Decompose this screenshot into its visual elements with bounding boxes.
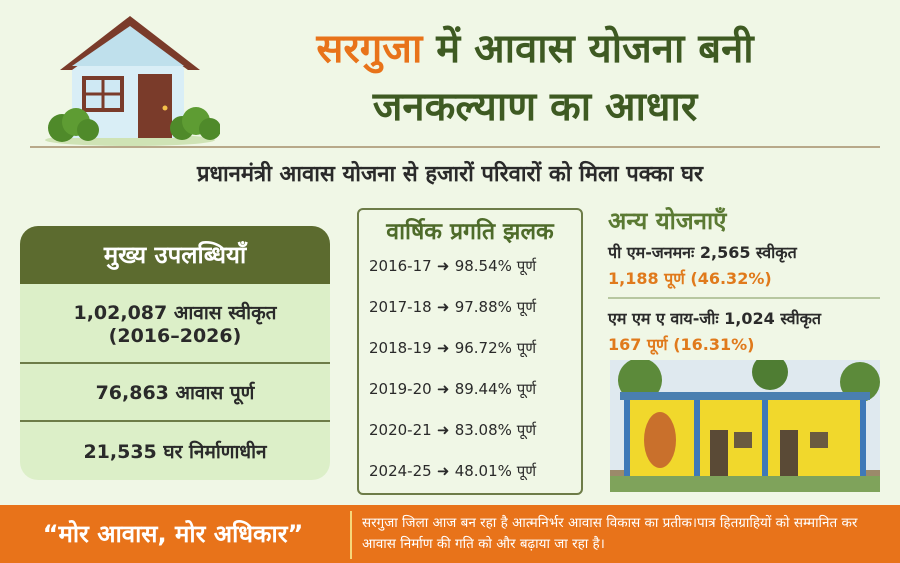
arrow-icon: ➜ — [431, 298, 455, 316]
achievements-heading: मुख्य उपलब्धियाँ — [20, 226, 330, 284]
progress-year: 2019-20 — [369, 380, 432, 398]
achievement-period: (2016–2026) — [108, 325, 242, 347]
progress-year: 2016-17 — [369, 257, 432, 275]
progress-row: 2016-17 ➜ 98.54% पूर्ण — [359, 246, 581, 287]
house-illustration — [45, 16, 220, 146]
footer-slogan: “मोर आवास, मोर अधिकार” — [42, 520, 304, 548]
achievement-item: 76,863 आवास पूर्ण — [20, 364, 330, 422]
achievement-text: 21,535 घर निर्माणाधीन — [83, 441, 267, 463]
other-schemes-heading: अन्य योजनाएँ — [608, 207, 727, 235]
scheme-completed: 167 पूर्ण (16.31%) — [608, 335, 755, 354]
progress-row: 2017-18 ➜ 97.88% पूर्ण — [359, 287, 581, 328]
arrow-icon: ➜ — [431, 380, 455, 398]
subtitle: प्रधानमंत्री आवास योजना से हजारों परिवार… — [196, 162, 704, 187]
progress-label: पूर्ण — [516, 339, 537, 357]
achievements-card: मुख्य उपलब्धियाँ 1,02,087 आवास स्वीकृत (… — [20, 226, 330, 480]
progress-percent: 48.01% — [454, 462, 512, 480]
house-photo — [610, 360, 880, 492]
divider — [608, 297, 880, 299]
progress-label: पूर्ण — [516, 421, 537, 439]
arrow-icon: ➜ — [431, 257, 455, 275]
progress-row: 2024-25 ➜ 48.01% पूर्ण — [359, 451, 581, 492]
divider — [350, 511, 352, 559]
achievement-item: 21,535 घर निर्माणाधीन — [20, 422, 330, 480]
achievement-text: 1,02,087 आवास स्वीकृत — [73, 302, 277, 324]
arrow-icon: ➜ — [431, 339, 455, 357]
progress-year: 2020-21 — [369, 421, 432, 439]
arrow-icon: ➜ — [431, 462, 455, 480]
progress-percent: 89.44% — [454, 380, 512, 398]
progress-percent: 98.54% — [454, 257, 512, 275]
other-schemes: अन्य योजनाएँ पी एम-जनमनः 2,565 स्वीकृत 1… — [608, 204, 880, 355]
achievement-item: 1,02,087 आवास स्वीकृत (2016–2026) — [20, 284, 330, 364]
progress-label: पूर्ण — [516, 462, 537, 480]
scheme-sanctioned: पी एम-जनमनः 2,565 स्वीकृत — [608, 243, 797, 262]
title-line-1-rest: में आवास योजना बनी — [422, 26, 754, 72]
progress-percent: 97.88% — [454, 298, 512, 316]
annual-progress-box: वार्षिक प्रगति झलक 2016-17 ➜ 98.54% पूर्… — [357, 208, 583, 495]
footer-message: सरगुजा जिला आज बन रहा है आत्मनिर्भर आवास… — [362, 515, 858, 552]
progress-label: पूर्ण — [516, 298, 537, 316]
scheme-completed: 1,188 पूर्ण (46.32%) — [608, 269, 772, 288]
divider — [30, 146, 880, 148]
progress-row: 2020-21 ➜ 83.08% पूर्ण — [359, 410, 581, 451]
progress-percent: 83.08% — [454, 421, 512, 439]
progress-heading: वार्षिक प्रगति झलक — [386, 219, 554, 245]
progress-row: 2019-20 ➜ 89.44% पूर्ण — [359, 369, 581, 410]
scheme-sanctioned: एम एम ए वाय-जीः 1,024 स्वीकृत — [608, 309, 822, 328]
title-highlight: सरगुजा — [316, 26, 423, 72]
progress-label: पूर्ण — [516, 257, 537, 275]
progress-year: 2017-18 — [369, 298, 432, 316]
progress-row: 2018-19 ➜ 96.72% पूर्ण — [359, 328, 581, 369]
progress-year: 2024-25 — [369, 462, 432, 480]
title-line-1: सरगुजा में आवास योजना बनी — [215, 24, 855, 74]
achievement-text: 76,863 आवास पूर्ण — [95, 382, 255, 404]
arrow-icon: ➜ — [431, 421, 455, 439]
progress-year: 2018-19 — [369, 339, 432, 357]
progress-percent: 96.72% — [454, 339, 512, 357]
footer-banner: “मोर आवास, मोर अधिकार” सरगुजा जिला आज बन… — [0, 505, 900, 563]
progress-label: पूर्ण — [516, 380, 537, 398]
title-line-2: जनकल्याण का आधार — [372, 84, 698, 130]
